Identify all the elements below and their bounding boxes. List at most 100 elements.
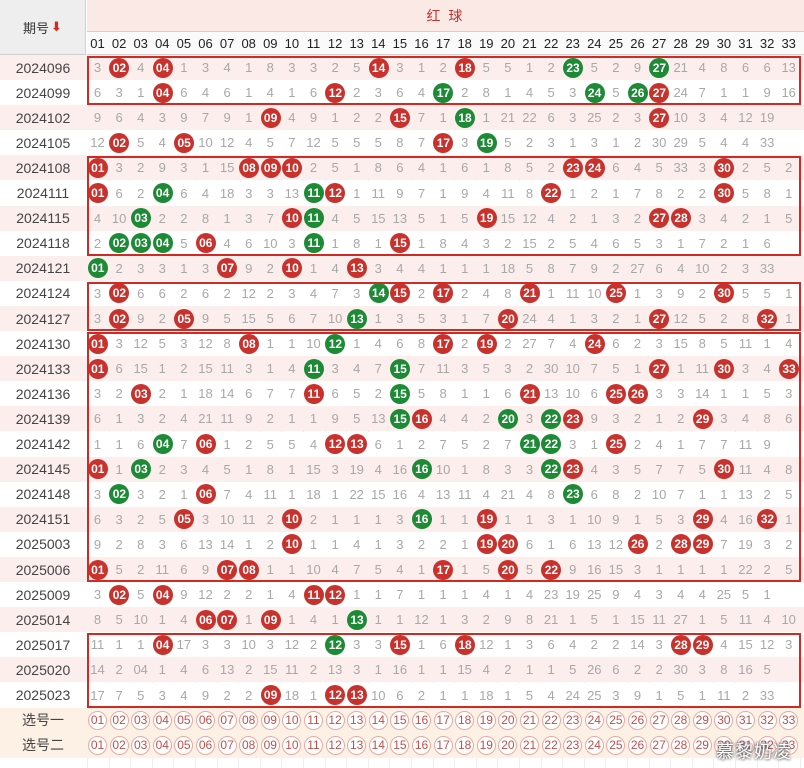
select-ball-30[interactable]: 30 bbox=[714, 710, 734, 730]
select-ball-07[interactable]: 07 bbox=[217, 735, 237, 755]
omission-count: 2 bbox=[525, 135, 534, 151]
select-ball-29[interactable]: 29 bbox=[692, 710, 712, 730]
select-ball-12[interactable]: 12 bbox=[325, 735, 345, 755]
omission-count: 1 bbox=[417, 637, 426, 653]
omission-count: 3 bbox=[137, 486, 145, 502]
select-ball-18[interactable]: 18 bbox=[455, 710, 475, 730]
select-ball-33[interactable]: 33 bbox=[779, 735, 799, 755]
period-column-header[interactable]: 期号 ⬇ bbox=[0, 0, 86, 55]
omission-count: 19 bbox=[349, 461, 364, 477]
select-ball-06[interactable]: 06 bbox=[196, 710, 215, 730]
select-ball-09[interactable]: 09 bbox=[260, 735, 280, 755]
select-ball-27[interactable]: 27 bbox=[649, 735, 669, 755]
select-ball-01[interactable]: 01 bbox=[88, 710, 107, 730]
select-ball-22[interactable]: 22 bbox=[541, 735, 561, 755]
select-ball-15[interactable]: 15 bbox=[390, 710, 410, 730]
omission-count: 3 bbox=[698, 160, 706, 176]
select-ball-02[interactable]: 02 bbox=[109, 735, 129, 755]
row-period-label: 2024099 bbox=[15, 84, 71, 101]
select-ball-13[interactable]: 13 bbox=[347, 735, 367, 755]
omission-count: 11 bbox=[155, 562, 170, 577]
omission-count: 1 bbox=[655, 562, 663, 577]
select-ball-14[interactable]: 14 bbox=[368, 735, 388, 755]
omission-count: 4 bbox=[547, 311, 555, 326]
select-ball-33[interactable]: 33 bbox=[779, 710, 799, 730]
select-ball-05[interactable]: 05 bbox=[174, 735, 194, 755]
select-ball-21[interactable]: 21 bbox=[520, 710, 539, 730]
select-ball-19[interactable]: 19 bbox=[476, 710, 496, 730]
select-ball-17[interactable]: 17 bbox=[433, 735, 453, 755]
select-ball-08[interactable]: 08 bbox=[239, 735, 259, 755]
select-ball-23[interactable]: 23 bbox=[563, 735, 583, 755]
select-ball-18[interactable]: 18 bbox=[455, 735, 475, 755]
select-ball-12[interactable]: 12 bbox=[325, 710, 345, 730]
select-ball-03[interactable]: 03 bbox=[131, 735, 151, 755]
select-ball-07[interactable]: 07 bbox=[217, 710, 237, 730]
omission-count: 6 bbox=[590, 386, 598, 402]
omission-count: 16 bbox=[587, 562, 602, 577]
select-ball-28[interactable]: 28 bbox=[671, 735, 691, 755]
select-ball-23[interactable]: 23 bbox=[563, 710, 583, 730]
select-ball-20[interactable]: 20 bbox=[498, 710, 518, 730]
select-ball-24[interactable]: 24 bbox=[584, 710, 604, 730]
select-ball-27[interactable]: 27 bbox=[649, 710, 669, 730]
select-ball-14[interactable]: 14 bbox=[368, 710, 388, 730]
select-ball-28[interactable]: 28 bbox=[671, 710, 691, 730]
row-period-label: 2024096 bbox=[15, 59, 71, 76]
omission-count: 7 bbox=[417, 185, 426, 201]
select-ball-05[interactable]: 05 bbox=[174, 710, 194, 730]
select-ball-17[interactable]: 17 bbox=[433, 710, 453, 730]
red-ball: 24 bbox=[584, 157, 605, 178]
select-ball-26[interactable]: 26 bbox=[628, 735, 647, 755]
select-ball-24[interactable]: 24 bbox=[584, 735, 604, 755]
select-ball-15[interactable]: 15 bbox=[390, 735, 410, 755]
omission-count: 2 bbox=[180, 361, 188, 377]
select-ball-25[interactable]: 25 bbox=[606, 710, 626, 730]
red-ball: 09 bbox=[260, 107, 281, 128]
select-ball-21[interactable]: 21 bbox=[520, 735, 539, 755]
select-ball-30[interactable]: 30 bbox=[714, 735, 734, 755]
omission-count: 10 bbox=[263, 235, 278, 251]
select-ball-04[interactable]: 04 bbox=[152, 735, 172, 755]
select-ball-10[interactable]: 10 bbox=[282, 710, 302, 730]
select-ball-08[interactable]: 08 bbox=[239, 710, 259, 730]
select-ball-16[interactable]: 16 bbox=[412, 710, 431, 730]
select-ball-26[interactable]: 26 bbox=[628, 710, 647, 730]
omission-count: 4 bbox=[482, 662, 490, 678]
select-ball-11[interactable]: 11 bbox=[304, 735, 323, 755]
select-ball-16[interactable]: 16 bbox=[412, 735, 431, 755]
select-ball-19[interactable]: 19 bbox=[476, 735, 496, 755]
red-ball: 17 bbox=[433, 333, 454, 354]
select-ball-32[interactable]: 32 bbox=[757, 710, 777, 730]
select-ball-20[interactable]: 20 bbox=[498, 735, 518, 755]
omission-count: 6 bbox=[590, 486, 598, 502]
omission-count: 11 bbox=[695, 361, 710, 377]
omission-count: 2 bbox=[439, 60, 447, 75]
select-ball-01[interactable]: 01 bbox=[88, 735, 107, 755]
ball-number-header-15: 15 bbox=[392, 35, 408, 51]
omission-count: 1 bbox=[785, 285, 793, 301]
select-ball-31[interactable]: 31 bbox=[736, 710, 755, 730]
row-period-label: 2024145 bbox=[15, 461, 71, 478]
select-ball-02[interactable]: 02 bbox=[109, 710, 129, 730]
select-ball-32[interactable]: 32 bbox=[757, 735, 777, 755]
select-ball-13[interactable]: 13 bbox=[347, 710, 367, 730]
select-ball-03[interactable]: 03 bbox=[131, 710, 151, 730]
select-ball-31[interactable]: 31 bbox=[736, 735, 755, 755]
select-ball-11[interactable]: 11 bbox=[304, 710, 323, 730]
select-ball-04[interactable]: 04 bbox=[152, 710, 172, 730]
omission-count: 1 bbox=[741, 85, 750, 101]
sort-down-icon[interactable]: ⬇ bbox=[51, 19, 62, 34]
omission-count: 10 bbox=[241, 637, 256, 653]
select-ball-09[interactable]: 09 bbox=[260, 710, 280, 730]
row-period-label: 2024127 bbox=[15, 310, 71, 327]
select-ball-22[interactable]: 22 bbox=[541, 710, 561, 730]
omission-count: 6 bbox=[612, 662, 620, 678]
omission-count: 9 bbox=[180, 587, 188, 603]
select-ball-06[interactable]: 06 bbox=[196, 735, 215, 755]
select-ball-29[interactable]: 29 bbox=[692, 735, 712, 755]
select-ball-10[interactable]: 10 bbox=[282, 735, 302, 755]
omission-count: 6 bbox=[201, 285, 210, 301]
select-ball-25[interactable]: 25 bbox=[606, 735, 626, 755]
omission-count: 6 bbox=[93, 85, 102, 101]
